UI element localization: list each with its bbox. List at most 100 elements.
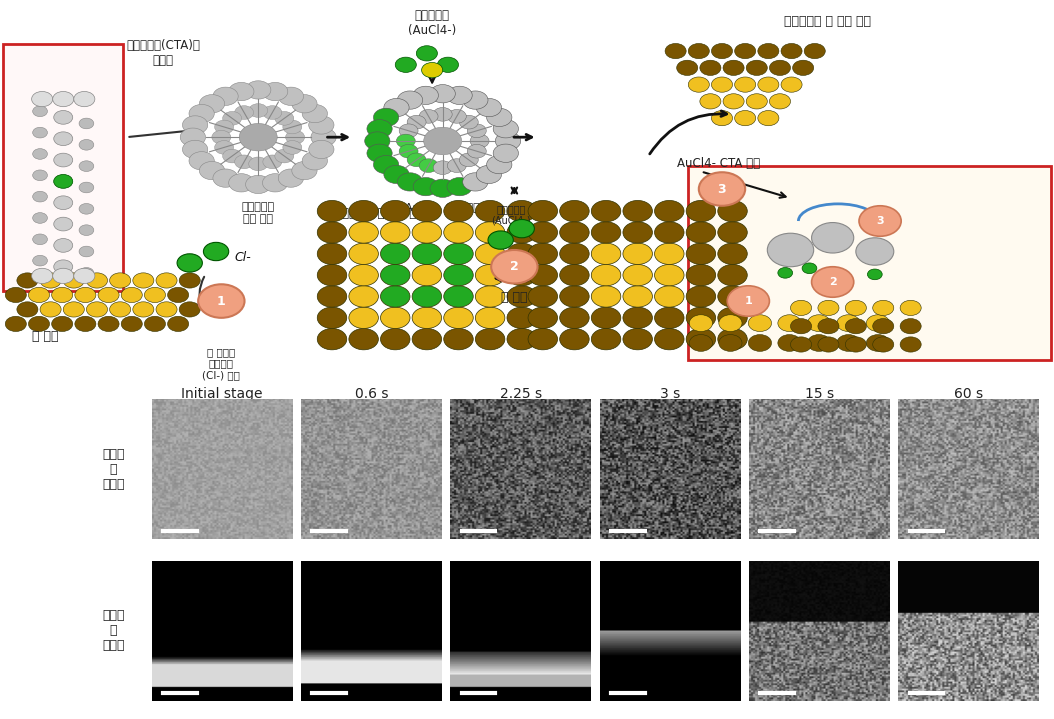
Circle shape [79, 182, 94, 193]
Circle shape [79, 161, 94, 172]
Circle shape [229, 174, 254, 192]
Circle shape [591, 221, 621, 243]
Circle shape [349, 221, 378, 243]
Circle shape [317, 329, 347, 350]
Circle shape [433, 107, 452, 122]
Circle shape [262, 83, 288, 101]
Circle shape [804, 43, 825, 59]
Circle shape [719, 334, 742, 352]
Circle shape [735, 111, 756, 126]
Circle shape [282, 140, 301, 155]
Circle shape [412, 329, 442, 350]
Circle shape [189, 152, 214, 170]
Circle shape [121, 316, 142, 331]
Circle shape [33, 149, 47, 160]
Circle shape [686, 329, 716, 350]
Circle shape [460, 115, 479, 129]
Text: 염화금이온
(AuCl4-): 염화금이온 (AuCl4-) [408, 9, 456, 37]
Circle shape [203, 242, 229, 261]
Circle shape [491, 250, 538, 283]
Circle shape [444, 307, 473, 329]
Circle shape [591, 329, 621, 350]
Text: AuCl4- CTA형성: AuCl4- CTA형성 [406, 202, 480, 212]
Circle shape [235, 106, 254, 119]
Circle shape [560, 265, 589, 286]
Circle shape [212, 130, 231, 144]
Circle shape [700, 93, 721, 109]
Text: 위에서
본
이미지: 위에서 본 이미지 [102, 448, 124, 490]
Circle shape [367, 119, 392, 138]
Circle shape [199, 162, 225, 180]
Circle shape [444, 329, 473, 350]
Circle shape [723, 93, 744, 109]
Circle shape [33, 170, 47, 180]
Circle shape [807, 315, 831, 331]
Circle shape [133, 273, 154, 288]
Circle shape [686, 221, 716, 243]
Circle shape [75, 288, 96, 303]
Circle shape [86, 302, 108, 317]
Circle shape [33, 213, 47, 224]
Circle shape [396, 134, 415, 148]
Circle shape [837, 334, 860, 352]
Circle shape [528, 243, 558, 265]
Circle shape [262, 155, 281, 169]
Circle shape [758, 77, 779, 92]
Circle shape [746, 60, 767, 75]
Circle shape [222, 111, 241, 125]
Circle shape [475, 265, 505, 286]
Circle shape [444, 243, 473, 265]
Circle shape [79, 267, 94, 278]
Circle shape [430, 85, 455, 103]
Circle shape [900, 301, 921, 316]
FancyBboxPatch shape [688, 166, 1051, 360]
Circle shape [758, 111, 779, 126]
Circle shape [688, 77, 709, 92]
Circle shape [380, 221, 410, 243]
Circle shape [302, 104, 328, 123]
Circle shape [900, 319, 921, 334]
Circle shape [718, 265, 747, 286]
Circle shape [873, 319, 894, 334]
Circle shape [623, 307, 652, 329]
Circle shape [655, 201, 684, 221]
Text: 2: 2 [510, 260, 519, 273]
Circle shape [384, 165, 409, 183]
Circle shape [591, 307, 621, 329]
Circle shape [475, 329, 505, 350]
Circle shape [769, 93, 790, 109]
Circle shape [700, 60, 721, 75]
Circle shape [5, 316, 26, 331]
Circle shape [262, 174, 288, 192]
Circle shape [286, 130, 305, 144]
Circle shape [121, 288, 142, 303]
Circle shape [412, 201, 442, 221]
Circle shape [781, 77, 802, 92]
Circle shape [40, 273, 61, 288]
Circle shape [349, 329, 378, 350]
Circle shape [447, 109, 466, 123]
Circle shape [476, 165, 502, 183]
Circle shape [144, 288, 165, 303]
Circle shape [487, 109, 512, 127]
Text: 염화금이온
(AuCl4-): 염화금이온 (AuCl4-) [491, 204, 531, 226]
Circle shape [447, 86, 472, 104]
Circle shape [655, 307, 684, 329]
Circle shape [384, 99, 409, 116]
Circle shape [560, 329, 589, 350]
FancyBboxPatch shape [3, 44, 123, 291]
Circle shape [475, 221, 505, 243]
Circle shape [560, 243, 589, 265]
Circle shape [54, 111, 73, 124]
Circle shape [282, 120, 301, 134]
Circle shape [28, 316, 50, 331]
Circle shape [246, 81, 271, 99]
Circle shape [40, 302, 61, 317]
Circle shape [507, 307, 536, 329]
Circle shape [845, 301, 866, 316]
Circle shape [380, 329, 410, 350]
Circle shape [349, 307, 378, 329]
Circle shape [380, 307, 410, 329]
Circle shape [790, 301, 812, 316]
Circle shape [380, 265, 410, 286]
